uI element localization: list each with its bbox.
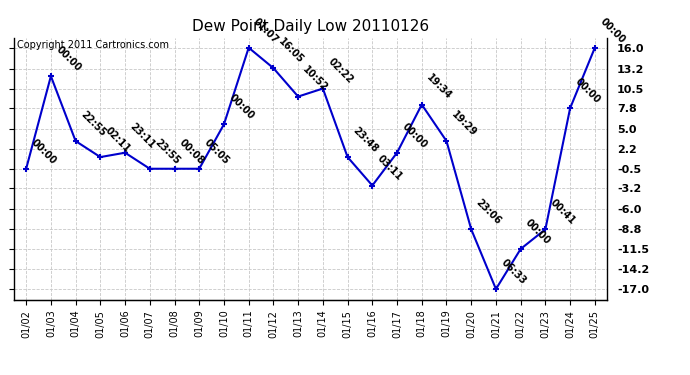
Text: 03:11: 03:11 bbox=[375, 154, 404, 183]
Text: 16:05: 16:05 bbox=[276, 36, 305, 65]
Text: 00:00: 00:00 bbox=[524, 217, 553, 246]
Title: Dew Point Daily Low 20110126: Dew Point Daily Low 20110126 bbox=[192, 18, 429, 33]
Text: 02:11: 02:11 bbox=[103, 125, 132, 154]
Text: 00:08: 00:08 bbox=[177, 137, 206, 166]
Text: 19:29: 19:29 bbox=[449, 109, 478, 138]
Text: 05:05: 05:05 bbox=[202, 137, 231, 166]
Text: 00:00: 00:00 bbox=[598, 16, 627, 45]
Text: 23:06: 23:06 bbox=[474, 198, 503, 226]
Text: 00:41: 00:41 bbox=[548, 198, 577, 226]
Text: 00:00: 00:00 bbox=[227, 93, 256, 122]
Text: 01:07: 01:07 bbox=[251, 16, 280, 45]
Text: 00:00: 00:00 bbox=[400, 121, 428, 150]
Text: 00:00: 00:00 bbox=[29, 137, 58, 166]
Text: 02:22: 02:22 bbox=[326, 57, 355, 86]
Text: 19:34: 19:34 bbox=[424, 73, 453, 102]
Text: 06:33: 06:33 bbox=[499, 257, 528, 286]
Text: 10:52: 10:52 bbox=[301, 65, 330, 94]
Text: 23:11: 23:11 bbox=[128, 121, 157, 150]
Text: 22:55: 22:55 bbox=[79, 109, 108, 138]
Text: 23:55: 23:55 bbox=[152, 137, 181, 166]
Text: Copyright 2011 Cartronics.com: Copyright 2011 Cartronics.com bbox=[17, 40, 169, 50]
Text: 23:48: 23:48 bbox=[351, 125, 380, 154]
Text: 00:00: 00:00 bbox=[573, 76, 602, 105]
Text: 00:00: 00:00 bbox=[54, 44, 83, 74]
